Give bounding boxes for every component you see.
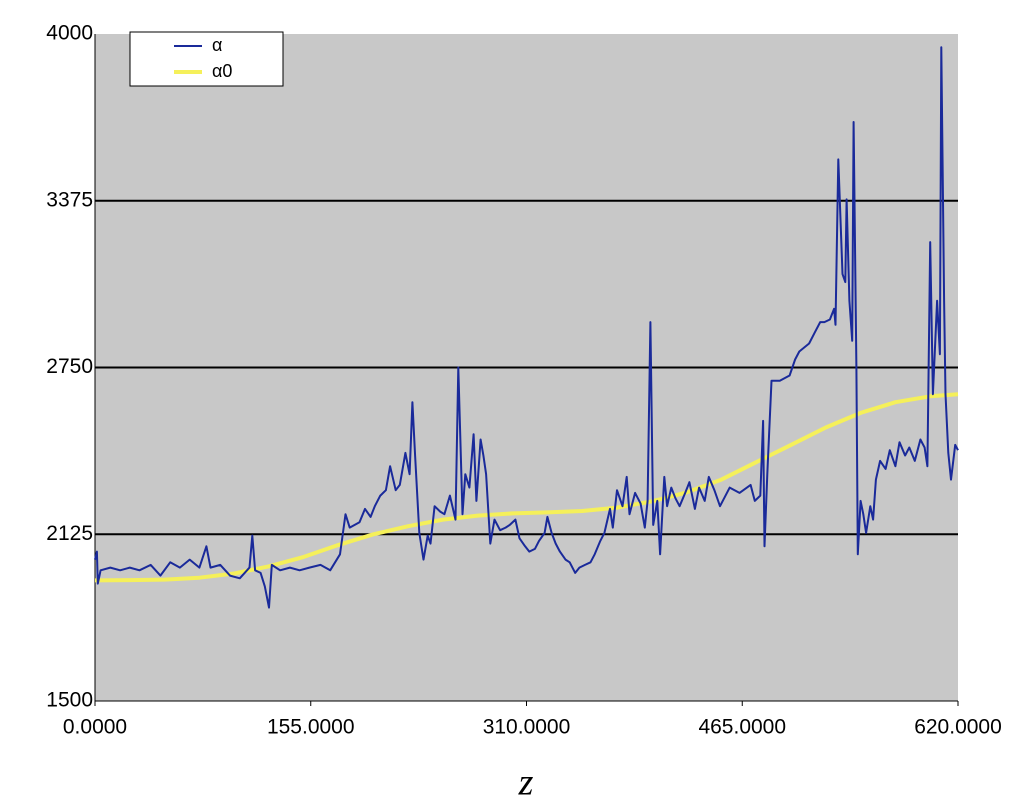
x-tick-label: 465.0000 — [698, 716, 786, 739]
x-tick-label: 0.0000 — [63, 716, 127, 739]
y-tick-label: 2125 — [46, 522, 93, 545]
series-line — [94, 392, 959, 583]
x-tick-label: 620.0000 — [914, 716, 1002, 739]
x-tick-label: 310.0000 — [483, 716, 571, 739]
series-line — [94, 46, 959, 609]
y-tick-label: 2750 — [46, 355, 93, 378]
legend-label: α0 — [212, 61, 232, 81]
y-tick-label: 4000 — [46, 22, 93, 45]
x-axis-label: z — [518, 762, 534, 804]
y-tick-label: 3375 — [46, 188, 93, 211]
x-tick-label: 155.0000 — [267, 716, 355, 739]
legend-label: α — [212, 35, 222, 55]
y-tick-label: 1500 — [46, 689, 93, 712]
legend-box — [129, 31, 284, 87]
